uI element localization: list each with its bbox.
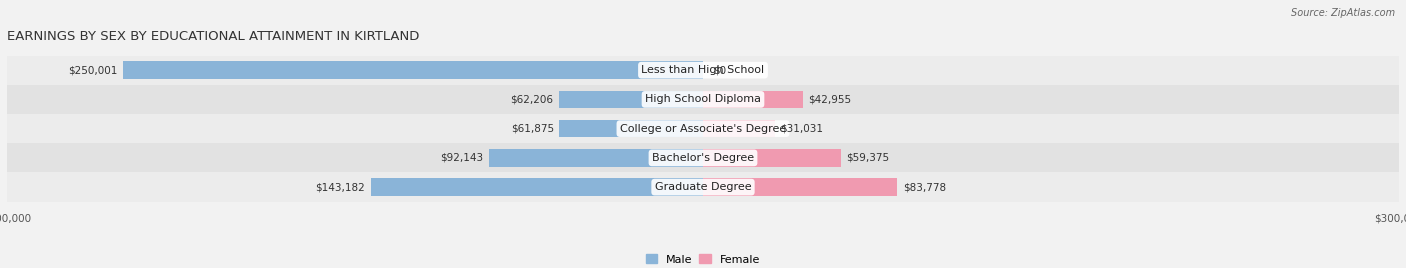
Bar bbox=[7, 143, 1399, 173]
Text: EARNINGS BY SEX BY EDUCATIONAL ATTAINMENT IN KIRTLAND: EARNINGS BY SEX BY EDUCATIONAL ATTAINMEN… bbox=[7, 30, 419, 43]
Bar bbox=[7, 173, 1399, 202]
Bar bbox=[703, 149, 841, 167]
Text: $92,143: $92,143 bbox=[440, 153, 484, 163]
Legend: Male, Female: Male, Female bbox=[647, 254, 759, 265]
Bar bbox=[703, 91, 803, 108]
Bar bbox=[7, 85, 1399, 114]
Text: Source: ZipAtlas.com: Source: ZipAtlas.com bbox=[1291, 8, 1395, 18]
Bar bbox=[7, 55, 1399, 85]
Bar bbox=[558, 91, 703, 108]
Bar bbox=[122, 61, 703, 79]
Bar bbox=[703, 120, 775, 137]
Text: $61,875: $61,875 bbox=[510, 124, 554, 134]
Text: $83,778: $83,778 bbox=[903, 182, 946, 192]
Text: $0: $0 bbox=[713, 65, 727, 75]
Text: College or Associate's Degree: College or Associate's Degree bbox=[620, 124, 786, 134]
Text: $250,001: $250,001 bbox=[67, 65, 118, 75]
Bar bbox=[7, 114, 1399, 143]
Bar bbox=[703, 178, 897, 196]
Text: $62,206: $62,206 bbox=[510, 94, 553, 105]
Text: $143,182: $143,182 bbox=[315, 182, 366, 192]
Text: Graduate Degree: Graduate Degree bbox=[655, 182, 751, 192]
Text: Bachelor's Degree: Bachelor's Degree bbox=[652, 153, 754, 163]
Text: $42,955: $42,955 bbox=[808, 94, 852, 105]
Bar bbox=[371, 178, 703, 196]
Text: High School Diploma: High School Diploma bbox=[645, 94, 761, 105]
Text: Less than High School: Less than High School bbox=[641, 65, 765, 75]
Bar bbox=[560, 120, 703, 137]
Text: $59,375: $59,375 bbox=[846, 153, 890, 163]
Text: $31,031: $31,031 bbox=[780, 124, 824, 134]
Bar bbox=[489, 149, 703, 167]
